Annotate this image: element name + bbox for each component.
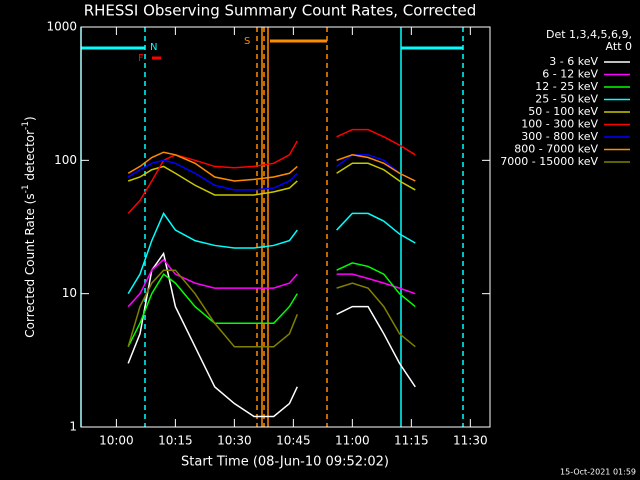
y-tick-label: 1000 xyxy=(46,20,77,34)
legend-label: 3 - 6 keV xyxy=(549,55,598,68)
series-line xyxy=(127,262,416,348)
series-line xyxy=(127,211,416,295)
legend-label: 50 - 100 keV xyxy=(528,105,598,118)
series-line xyxy=(127,269,416,348)
legend-label: 12 - 25 keV xyxy=(535,80,598,93)
legend-header: Att 0 xyxy=(606,40,632,53)
legend-header: Det 1,3,4,5,6,9, xyxy=(546,28,632,41)
y-tick-label: 100 xyxy=(54,153,77,167)
annotation: S xyxy=(244,36,250,47)
y-tick-label: 10 xyxy=(62,286,77,300)
y-label-part: detector xyxy=(23,130,37,185)
legend-label: 7000 - 15000 keV xyxy=(500,155,598,168)
x-axis-label: Start Time (08-Jun-10 09:52:02) xyxy=(181,455,389,470)
x-tick-label: 10:00 xyxy=(99,434,134,448)
y-label-part: -1 xyxy=(21,121,31,130)
x-tick-label: 10:45 xyxy=(276,434,311,448)
legend-label: 300 - 800 keV xyxy=(521,130,598,143)
series-line xyxy=(127,251,416,418)
series-line xyxy=(127,154,416,191)
x-tick-label: 10:15 xyxy=(158,434,193,448)
x-tick-label: 11:15 xyxy=(394,434,429,448)
annotation: F xyxy=(138,53,144,64)
legend-label: 6 - 12 keV xyxy=(542,68,598,81)
annotation: N xyxy=(150,42,157,53)
legend-label: 800 - 7000 keV xyxy=(514,143,598,156)
y-axis-label: Corrected Count Rate (s-1 detector-1) xyxy=(21,116,37,337)
series-line xyxy=(127,162,416,196)
legend-label: 100 - 300 keV xyxy=(521,118,598,131)
plot-frame xyxy=(80,26,491,428)
overlays: N S F xyxy=(80,27,464,427)
y-label-part: -1 xyxy=(21,184,31,193)
series-line xyxy=(127,151,416,182)
x-tick-label: 11:30 xyxy=(453,434,488,448)
x-tick-label: 10:30 xyxy=(217,434,252,448)
y-label-part: Corrected Count Rate (s xyxy=(23,193,37,337)
y-label-part: ) xyxy=(23,116,37,121)
y-tick-label: 1 xyxy=(69,420,77,434)
legend-label: 25 - 50 keV xyxy=(535,93,598,106)
series-line xyxy=(127,258,416,308)
footer: 15-Oct-2021 01:59 xyxy=(560,468,636,477)
chart-title: RHESSI Observing Summary Count Rates, Co… xyxy=(84,2,477,20)
x-tick-label: 11:00 xyxy=(335,434,370,448)
series-line xyxy=(127,128,416,214)
